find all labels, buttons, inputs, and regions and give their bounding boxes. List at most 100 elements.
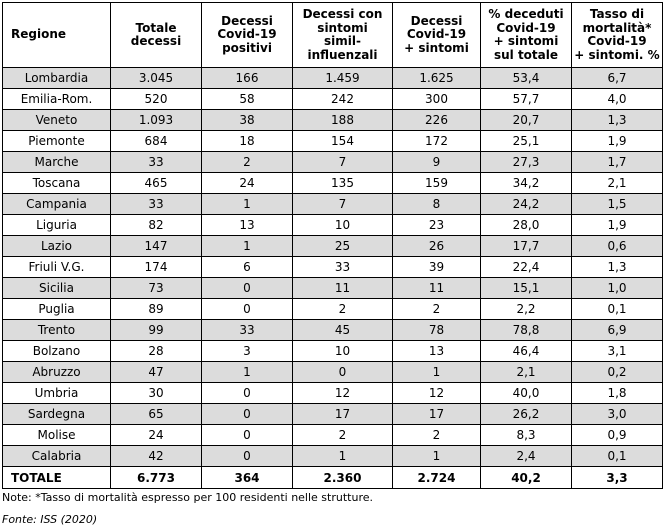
table-row: Abruzzo 47 1 0 1 2,1 0,2 [2,361,663,383]
value-cell: 2 [392,298,481,320]
value-cell: 3 [201,340,293,362]
value-cell: 24 [110,424,202,446]
value-cell: 23 [392,214,481,236]
total-value-cell: 6.773 [110,466,202,489]
value-cell: 0 [201,424,293,446]
value-cell: 0,1 [571,445,663,467]
region-cell: Umbria [2,382,111,404]
region-cell: Liguria [2,214,111,236]
table-header: Regione Totale decessi Decessi Covid-19 posit… [2,2,663,68]
value-cell: 0 [201,277,293,299]
value-cell: 1,0 [571,277,663,299]
value-cell: 2,4 [480,445,572,467]
value-cell: 11 [292,277,393,299]
value-cell: 28 [110,340,202,362]
value-cell: 3.045 [110,67,202,89]
column-header-line: positivi [222,40,272,55]
value-cell: 27,3 [480,151,572,173]
value-cell: 8 [392,193,481,215]
column-header: % deceduti Covid-19 + sintomi sul totale [480,2,572,68]
region-cell: Sardegna [2,403,111,425]
mortality-table-container: Regione Totale decessi Decessi Covid-19 posit… [2,2,663,489]
table-row: Liguria 82 13 10 23 28,0 1,9 [2,214,663,236]
mortality-table: Regione Totale decessi Decessi Covid-19 posit… [2,2,663,489]
value-cell: 1,8 [571,382,663,404]
column-header-line: Covid-19 [406,27,467,42]
value-cell: 24,2 [480,193,572,215]
value-cell: 25,1 [480,130,572,152]
column-header-line: Decessi con [302,7,383,21]
table-row: Toscana 465 24 135 159 34,2 2,1 [2,172,663,194]
region-cell: Emilia-Rom. [2,88,111,110]
value-cell: 30 [110,382,202,404]
column-header-line: Covid-19 [217,27,277,42]
value-cell: 8,3 [480,424,572,446]
column-header-line: % deceduti [488,7,564,21]
value-cell: 25 [292,235,393,257]
table-row: Piemonte 684 18 154 172 25,1 1,9 [2,130,663,152]
value-cell: 6,7 [571,67,663,89]
table-row: Molise 24 0 2 2 8,3 0,9 [2,424,663,446]
table-row: Puglia 89 0 2 2 2,2 0,1 [2,298,663,320]
column-header-line: decessi [130,34,182,48]
column-header-line: sul totale [493,47,559,62]
region-cell: Bolzano [2,340,111,362]
total-value-cell: 40,2 [480,466,572,489]
value-cell: 0,1 [571,298,663,320]
column-header-line: Regione [11,27,67,42]
value-cell: 226 [392,109,481,131]
table-row: Trento 99 33 45 78 78,8 6,9 [2,319,663,341]
region-cell: Campania [2,193,111,215]
value-cell: 684 [110,130,202,152]
value-cell: 0 [292,361,393,383]
value-cell: 99 [110,319,202,341]
value-cell: 11 [392,277,481,299]
value-cell: 2 [292,424,393,446]
column-header: Decessi Covid-19 + sintomi [392,2,481,68]
value-cell: 1,3 [571,256,663,278]
value-cell: 34,2 [480,172,572,194]
value-cell: 12 [392,382,481,404]
value-cell: 1,9 [571,130,663,152]
table-row: Marche 33 2 7 9 27,3 1,7 [2,151,663,173]
total-value-cell: 2.724 [392,466,481,489]
region-cell: Toscana [2,172,111,194]
value-cell: 24 [201,172,293,194]
table-row: Sardegna 65 0 17 17 26,2 3,0 [2,403,663,425]
value-cell: 1 [392,445,481,467]
value-cell: 4,0 [571,88,663,110]
value-cell: 26,2 [480,403,572,425]
value-cell: 3,1 [571,340,663,362]
value-cell: 13 [392,340,481,362]
region-cell: Trento [2,319,111,341]
value-cell: 40,0 [480,382,572,404]
table-body: Lombardia 3.045 166 1.459 1.625 53,4 6,7 Emilia… [2,67,663,489]
column-header-line: + sintomi [404,40,469,55]
table-source: Fonte: ISS (2020) [2,513,98,526]
value-cell: 242 [292,88,393,110]
region-cell: Calabria [2,445,111,467]
value-cell: 42 [110,445,202,467]
value-cell: 1 [201,361,293,383]
value-cell: 33 [292,256,393,278]
value-cell: 89 [110,298,202,320]
value-cell: 2 [292,298,393,320]
region-cell: Marche [2,151,111,173]
value-cell: 2,1 [480,361,572,383]
value-cell: 166 [201,67,293,89]
value-cell: 10 [292,340,393,362]
value-cell: 1,9 [571,214,663,236]
value-cell: 15,1 [480,277,572,299]
value-cell: 2 [201,151,293,173]
value-cell: 147 [110,235,202,257]
value-cell: 3,0 [571,403,663,425]
column-header-line: Decessi [410,13,463,28]
value-cell: 154 [292,130,393,152]
value-cell: 2,2 [480,298,572,320]
value-cell: 1,3 [571,109,663,131]
table-row: Lombardia 3.045 166 1.459 1.625 53,4 6,7 [2,67,663,89]
column-header-line: + sintomi [493,34,559,48]
column-header-line: influenzali [307,47,378,62]
value-cell: 33 [201,319,293,341]
value-cell: 57,7 [480,88,572,110]
